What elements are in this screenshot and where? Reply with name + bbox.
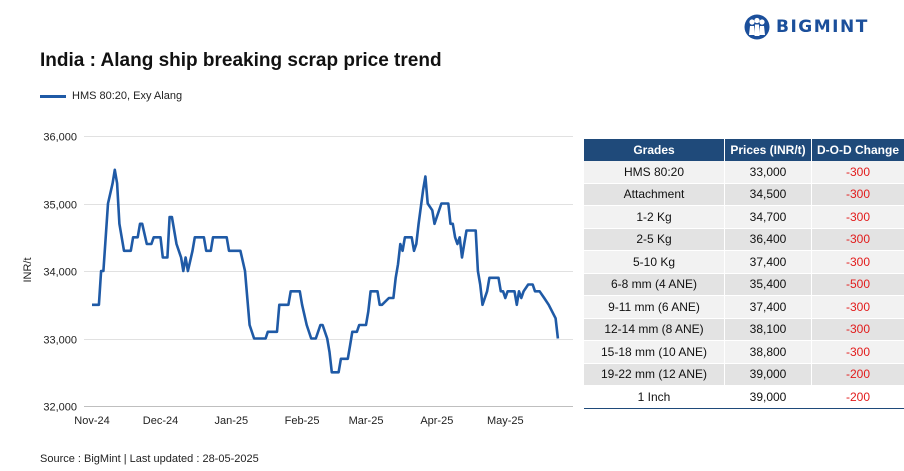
price-cell: 35,400	[724, 273, 812, 296]
source-note: Source : BigMint | Last updated : 28-05-…	[40, 453, 259, 465]
table-row: 1 Inch 39,000 -200	[584, 385, 904, 409]
series-line-hms-80-20	[92, 168, 560, 374]
table-header-row: Grades Prices (INR/t) D-O-D Change	[584, 139, 904, 161]
change-cell: -300	[811, 161, 904, 184]
x-tick-label: May-25	[487, 415, 524, 427]
legend-swatch	[40, 94, 66, 98]
y-tick-label: 33,000	[43, 335, 77, 347]
change-cell: -300	[811, 340, 904, 364]
brand-logo: BIGMINT	[744, 14, 869, 40]
table-row: 15-18 mm (10 ANE) 38,800 -300	[584, 340, 904, 364]
table-row: 2-5 Kg 36,400 -300	[584, 228, 904, 251]
grade-cell: 1-2 Kg	[584, 205, 725, 229]
change-cell: -300	[811, 250, 904, 274]
change-cell: -300	[811, 183, 904, 206]
price-cell: 38,800	[724, 340, 812, 364]
table-row: 6-8 mm (4 ANE) 35,400 -500	[584, 273, 904, 296]
table-row: 5-10 Kg 37,400 -300	[584, 250, 904, 274]
people-logo-icon	[744, 14, 770, 40]
header-grades: Grades	[584, 139, 725, 161]
grade-cell: 2-5 Kg	[584, 228, 725, 251]
x-tick-label: Mar-25	[349, 415, 384, 427]
chart-legend: HMS 80:20, Exy Alang	[40, 90, 182, 102]
x-tick-label: Nov-24	[74, 415, 109, 427]
price-cell: 33,000	[724, 161, 812, 184]
change-cell: -300	[811, 295, 904, 319]
brand-name: BIGMINT	[776, 17, 869, 37]
table-row: 19-22 mm (12 ANE) 39,000 -200	[584, 363, 904, 386]
price-cell: 36,400	[724, 228, 812, 251]
x-tick-label: Apr-25	[420, 415, 453, 427]
x-tick-label: Jan-25	[214, 415, 248, 427]
change-cell: -300	[811, 318, 904, 341]
y-tick-label: 36,000	[43, 132, 77, 144]
grade-cell: Attachment	[584, 183, 725, 206]
header-prices: Prices (INR/t)	[724, 139, 812, 161]
y-axis-label: INR/t	[22, 257, 34, 282]
price-cell: 34,500	[724, 183, 812, 206]
price-cell: 37,400	[724, 250, 812, 274]
change-cell: -300	[811, 205, 904, 229]
y-tick-label: 34,000	[43, 267, 77, 279]
price-cell: 39,000	[724, 363, 812, 386]
price-table: Grades Prices (INR/t) D-O-D Change HMS 8…	[584, 139, 904, 409]
change-cell: -200	[811, 385, 904, 409]
price-cell: 39,000	[724, 385, 812, 409]
change-cell: -300	[811, 228, 904, 251]
grade-cell: 15-18 mm (10 ANE)	[584, 340, 725, 364]
price-cell: 34,700	[724, 205, 812, 229]
table-row: 12-14 mm (8 ANE) 38,100 -300	[584, 318, 904, 341]
y-tick-label: 35,000	[43, 200, 77, 212]
table-row: 1-2 Kg 34,700 -300	[584, 205, 904, 229]
x-tick-label: Feb-25	[285, 415, 320, 427]
table-row: HMS 80:20 33,000 -300	[584, 161, 904, 184]
chart-title: India : Alang ship breaking scrap price …	[40, 50, 442, 71]
change-cell: -200	[811, 363, 904, 386]
x-tick-label: Dec-24	[143, 415, 178, 427]
y-tick-label: 32,000	[43, 402, 77, 414]
grade-cell: HMS 80:20	[584, 161, 725, 184]
grade-cell: 1 Inch	[584, 385, 725, 409]
y-axis-ticks: 32,000 33,000 34,000 35,000 36,000	[43, 132, 77, 414]
grade-cell: 6-8 mm (4 ANE)	[584, 273, 725, 296]
table-row: 9-11 mm (6 ANE) 37,400 -300	[584, 295, 904, 319]
grade-cell: 5-10 Kg	[584, 250, 725, 274]
grade-cell: 12-14 mm (8 ANE)	[584, 318, 725, 341]
price-cell: 38,100	[724, 318, 812, 341]
grade-cell: 9-11 mm (6 ANE)	[584, 295, 725, 319]
header-dod-change: D-O-D Change	[811, 139, 904, 161]
change-cell: -500	[811, 273, 904, 296]
table-row: Attachment 34,500 -300	[584, 183, 904, 206]
legend-label: HMS 80:20, Exy Alang	[72, 90, 183, 102]
grade-cell: 19-22 mm (12 ANE)	[584, 363, 725, 386]
x-axis-ticks: Nov-24 Dec-24 Jan-25 Feb-25 Mar-25 Apr-25 May-…	[74, 415, 523, 427]
price-cell: 37,400	[724, 295, 812, 319]
